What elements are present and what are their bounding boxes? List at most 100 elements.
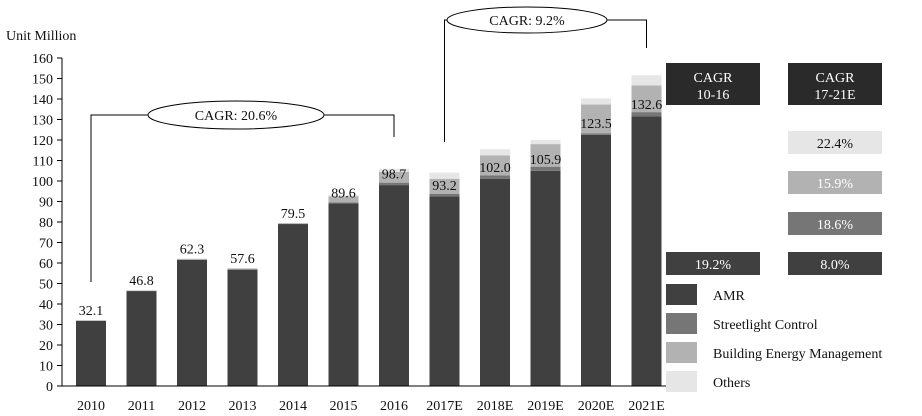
cagr-cell xyxy=(788,131,882,154)
y-tick-label: 60 xyxy=(39,257,53,272)
x-tick-label: 2017E xyxy=(426,399,463,414)
legend-swatch xyxy=(666,371,697,392)
x-tick-label: 2010 xyxy=(77,399,105,414)
bar-total-label: 62.3 xyxy=(180,242,205,257)
y-tick-label: 20 xyxy=(39,339,53,354)
bar-segment-amr xyxy=(379,185,409,386)
bar-segment-building-energy-management xyxy=(328,196,359,203)
bar-segment-building-energy-management xyxy=(581,104,611,134)
cagr-cell-value: 8.0% xyxy=(820,258,850,273)
bar-total-label: 123.5 xyxy=(580,117,612,132)
x-tick-label: 2018E xyxy=(477,399,514,414)
cagr-cell-value: 18.6% xyxy=(817,218,854,233)
bar-segment-streetlight-control xyxy=(379,182,409,186)
bar-segment-amr xyxy=(227,269,258,386)
bar-segment-building-energy-management xyxy=(227,268,258,270)
bar-segment-amr xyxy=(581,134,611,386)
x-tick-label: 2015 xyxy=(330,399,358,414)
bar-segment-amr xyxy=(177,259,207,386)
bar-segment-others xyxy=(177,258,207,259)
cagr-header-line1: CAGR xyxy=(694,71,734,86)
bar-segment-amr xyxy=(76,320,106,386)
y-tick-label: 110 xyxy=(33,155,53,170)
cagr-table: CAGR 10-16 CAGR 17-21E 22.4% 15.9% 18.6% 19.2% 8… xyxy=(666,63,882,275)
legend-swatch xyxy=(666,313,697,334)
bar-segment-amr xyxy=(429,196,460,386)
bar-segment-building-energy-management xyxy=(379,171,409,183)
cagr-ellipse xyxy=(446,6,608,34)
bar-total-label: 46.8 xyxy=(129,274,154,289)
bar-segment-streetlight-control xyxy=(227,269,258,270)
cagr-label: CAGR: 20.6% xyxy=(195,109,278,124)
cagr-bracket-right xyxy=(607,19,647,48)
y-tick-label: 80 xyxy=(39,216,53,231)
x-tick-label: 2020E xyxy=(578,399,615,414)
y-tick-label: 130 xyxy=(32,114,53,129)
bar-total-label: 32.1 xyxy=(79,304,104,319)
legend-label: Building Energy Management xyxy=(713,347,882,362)
cagr-bracket-right xyxy=(324,114,395,137)
bar-segment-others xyxy=(328,195,359,197)
y-tick-label: 150 xyxy=(32,73,53,88)
cagr-bracket-left xyxy=(444,19,447,142)
y-tick-label: 100 xyxy=(32,175,53,190)
bar-segment-streetlight-control xyxy=(429,193,460,197)
cagr-header-line1: CAGR xyxy=(816,71,856,86)
bar-segment-others xyxy=(379,168,409,172)
bar-total-label: 132.6 xyxy=(631,98,663,113)
bar-segment-others xyxy=(480,149,510,156)
bar-segment-amr xyxy=(530,170,561,386)
bar-total-label: 57.6 xyxy=(230,252,255,267)
bar-segment-streetlight-control xyxy=(328,202,359,204)
cagr-cell xyxy=(788,252,882,275)
legend: AMR Streetlight Control Building Energy Ma… xyxy=(666,284,882,392)
bars: 32.1 46.8 62.3 57.6 79.5 89.6 98.7 93.2 102.0 105… xyxy=(76,75,662,386)
bar-segment-others xyxy=(530,140,561,145)
y-tick-label: 70 xyxy=(39,237,53,252)
y-tick-label: 50 xyxy=(39,278,53,293)
cagr-ellipse xyxy=(147,100,325,130)
legend-label: Streetlight Control xyxy=(713,318,818,333)
legend-swatch xyxy=(666,342,697,363)
bar-segment-building-energy-management xyxy=(177,258,207,260)
bar-segment-building-energy-management xyxy=(429,178,460,194)
y-tick-label: 90 xyxy=(39,196,53,211)
bar-total-label: 93.2 xyxy=(432,179,457,194)
legend-swatch xyxy=(666,284,697,305)
y-axis: 0 10 20 30 40 50 60 70 80 90 100 110 120 130 140 150 160 xyxy=(32,52,63,395)
cagr-header-box xyxy=(788,63,882,105)
bar-segment-building-energy-management xyxy=(530,144,561,167)
x-tick-label: 2014 xyxy=(279,399,307,414)
bar-total-label: 105.9 xyxy=(530,153,562,168)
bar-segment-amr xyxy=(480,178,510,386)
bar-segment-streetlight-control xyxy=(581,133,611,135)
bar-segment-building-energy-management xyxy=(631,85,662,113)
bar-segment-streetlight-control xyxy=(480,175,510,179)
cagr-header-line2: 17-21E xyxy=(814,88,855,103)
bar-segment-streetlight-control xyxy=(631,112,662,117)
cagr-cell xyxy=(666,252,760,275)
y-tick-label: 120 xyxy=(32,134,53,149)
cagr-cell-value: 19.2% xyxy=(695,258,732,273)
cagr-annotations: CAGR: 20.6% CAGR: 9.2% xyxy=(90,6,647,282)
bar-total-label: 89.6 xyxy=(331,186,356,201)
cagr-cell xyxy=(788,212,882,235)
y-tick-label: 140 xyxy=(32,93,53,108)
cagr-header-box xyxy=(666,63,760,105)
bar-segment-building-energy-management xyxy=(480,155,510,176)
y-tick-label: 10 xyxy=(39,360,53,375)
bar-segment-streetlight-control xyxy=(530,166,561,171)
cagr-header-line2: 10-16 xyxy=(697,88,730,103)
x-tick-label: 2012 xyxy=(178,399,206,414)
legend-label: Others xyxy=(713,376,750,391)
x-tick-label: 2011 xyxy=(128,399,155,414)
bar-total-label: 79.5 xyxy=(281,207,306,222)
y-tick-label: 40 xyxy=(39,298,53,313)
bar-segment-amr xyxy=(278,224,308,386)
cagr-cell-value: 15.9% xyxy=(817,177,854,192)
y-axis-title: Unit Million xyxy=(6,29,76,44)
x-tick-label: 2019E xyxy=(527,399,564,414)
cagr-bracket-left xyxy=(90,114,148,282)
cagr-label: CAGR: 9.2% xyxy=(489,14,565,29)
